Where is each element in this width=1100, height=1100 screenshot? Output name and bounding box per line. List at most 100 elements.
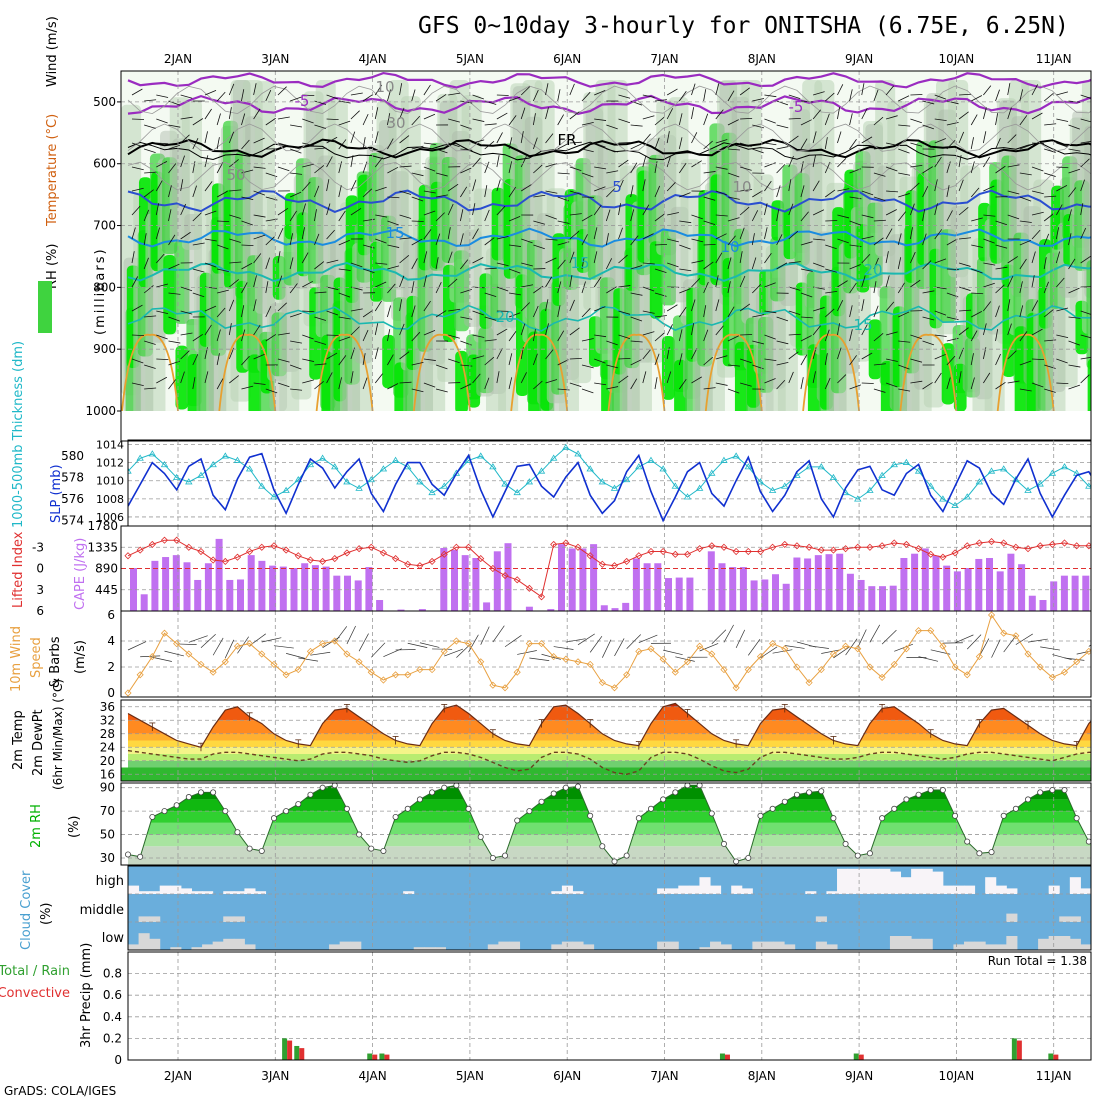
wind10m-point — [659, 655, 667, 663]
top-date-2jan: 2JAN — [164, 52, 192, 66]
wind-barb — [387, 89, 392, 102]
wind-barb — [204, 262, 217, 268]
wind-barb — [630, 209, 635, 222]
pressure-tick-900: 900 — [93, 342, 116, 356]
wind-barb — [399, 214, 412, 219]
minmax-label: (6hr Min/Max) (°C) — [51, 679, 65, 790]
wind-barb — [666, 304, 678, 312]
wind-barb — [302, 358, 315, 362]
li-point — [221, 557, 229, 565]
wind-barb — [156, 94, 169, 98]
wind-barb — [131, 358, 144, 364]
wind-barb — [1019, 258, 1027, 270]
wind-barb — [837, 158, 847, 168]
wind-barb — [533, 380, 543, 390]
cape-bar — [665, 578, 672, 611]
cloud-low-bar — [329, 944, 341, 950]
wind-barb — [496, 179, 501, 192]
li-point — [927, 550, 935, 558]
rh2m-point — [915, 791, 922, 798]
cloud-high-bar — [911, 868, 923, 894]
wind-barb — [216, 137, 220, 150]
wind-barb — [752, 98, 765, 102]
li-point — [939, 553, 947, 561]
wind-barb — [630, 340, 643, 343]
cloud-low-bar — [551, 944, 563, 950]
wind-barb — [326, 286, 339, 291]
wind10m-point — [744, 666, 752, 674]
wind-barb — [508, 377, 513, 390]
wind-barb — [654, 116, 665, 126]
wind-barb — [423, 210, 436, 216]
wind-barb — [1056, 91, 1069, 96]
rh2m-point — [806, 789, 813, 796]
wind-barb — [751, 233, 755, 246]
li-point — [258, 543, 266, 551]
top-date-3jan: 3JAN — [261, 52, 289, 66]
li-point — [1000, 539, 1008, 547]
wind10m-point — [513, 668, 521, 676]
wind-barb — [983, 185, 995, 192]
wind-barb — [314, 340, 327, 345]
upper-air-ylabel: RH (%) Temperature (°C) Wind (m/s) — [45, 16, 60, 289]
rh2m-units-label: (%) — [67, 816, 82, 839]
wind-barb — [679, 192, 691, 198]
wind-barb — [192, 292, 205, 298]
wind-barb — [581, 388, 594, 394]
wind-barb — [192, 212, 202, 222]
wind10m-barb — [176, 643, 197, 645]
wind10m-barb — [224, 639, 235, 659]
wind-barb — [581, 308, 591, 318]
wind-barb — [508, 96, 521, 102]
wind10m-point — [270, 660, 278, 668]
wind-barb — [168, 316, 180, 322]
cloud-low-bar — [657, 941, 669, 950]
bottom-date-5jan: 5JAN — [456, 1069, 484, 1083]
wind-barb — [302, 118, 314, 124]
wind-barb — [606, 364, 619, 369]
bottom-date-3jan: 3JAN — [261, 1069, 289, 1083]
wind10m-point — [233, 642, 242, 650]
wind-barb — [824, 308, 835, 318]
rh2m-point — [258, 847, 265, 854]
wind10m-point — [185, 650, 193, 658]
cloud-low-bar — [498, 941, 510, 950]
rh2m-point — [465, 805, 472, 812]
wind-barb — [1056, 307, 1069, 312]
wind-barb — [216, 353, 220, 366]
wind-barb — [691, 348, 698, 360]
wind-barb — [679, 288, 691, 294]
thickness-point — [379, 465, 388, 472]
wind-barb — [1019, 220, 1032, 223]
wind-barb — [618, 227, 623, 240]
wind-barb — [1068, 124, 1080, 130]
top-date-6jan: 6JAN — [553, 52, 581, 66]
wind-barb — [180, 332, 193, 336]
wind-barb — [1031, 382, 1044, 388]
wind-barb — [289, 191, 302, 198]
cloud-low-bar — [244, 944, 256, 950]
li-point — [489, 564, 497, 573]
wind-barb — [253, 166, 266, 169]
cape-bar — [707, 551, 715, 611]
wind-barb — [970, 330, 978, 342]
rh2m-point — [927, 787, 934, 794]
cloud-frame — [127, 865, 1092, 951]
wind10m-point — [464, 640, 473, 648]
thickness-point — [744, 463, 752, 470]
wind-barb — [168, 340, 181, 344]
cloud-low-label: low — [102, 931, 125, 946]
wind-barb — [606, 170, 619, 174]
wind-barb — [350, 208, 362, 216]
wind-barb — [241, 89, 245, 102]
cloud-low-bar — [434, 947, 446, 950]
wind-barb — [472, 257, 484, 264]
wind-barb — [934, 203, 938, 216]
cloud-high-bar — [995, 885, 1007, 894]
wind-barb — [618, 375, 629, 384]
thickness-point — [221, 452, 230, 459]
wind-barb — [995, 353, 1001, 366]
cape-grid — [121, 526, 1091, 611]
wind-barb — [861, 253, 871, 264]
wind-barb — [484, 377, 490, 390]
